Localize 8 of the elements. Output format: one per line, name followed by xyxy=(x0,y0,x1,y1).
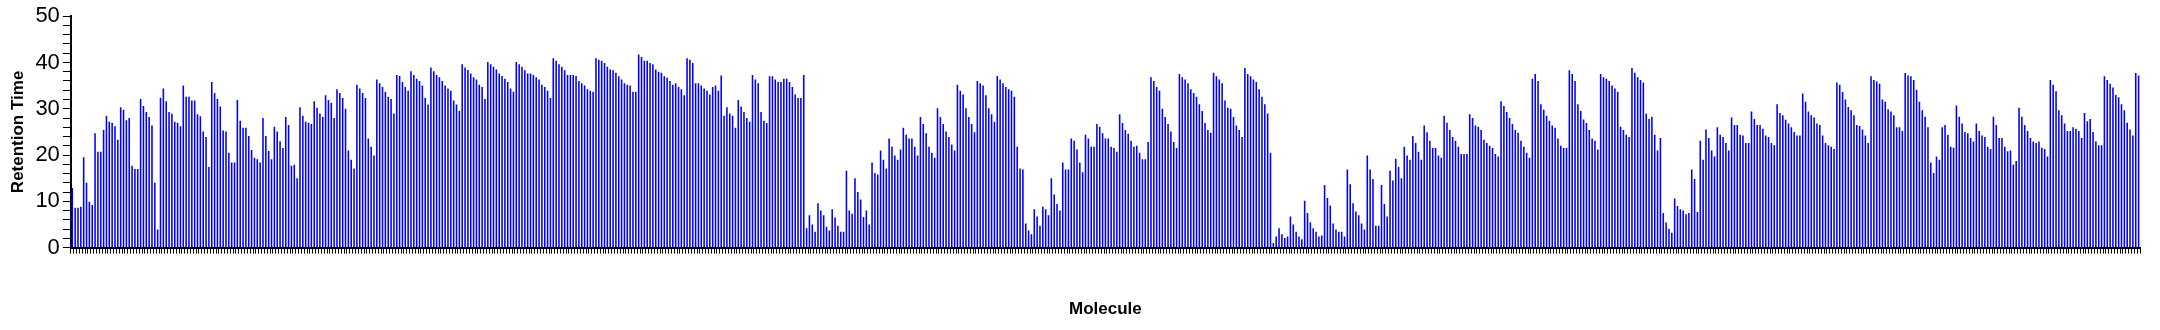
y-tick-label: 30 xyxy=(35,94,60,120)
y-tick-label: 50 xyxy=(35,2,60,28)
y-axis-title: Retention Time xyxy=(7,70,27,194)
x-axis-title: Molecule xyxy=(1069,299,1142,319)
y-tick-label: 10 xyxy=(35,187,60,213)
y-tick-label: 0 xyxy=(47,233,60,259)
y-tick-label: 20 xyxy=(35,141,60,167)
y-tick-label: 40 xyxy=(35,48,60,74)
